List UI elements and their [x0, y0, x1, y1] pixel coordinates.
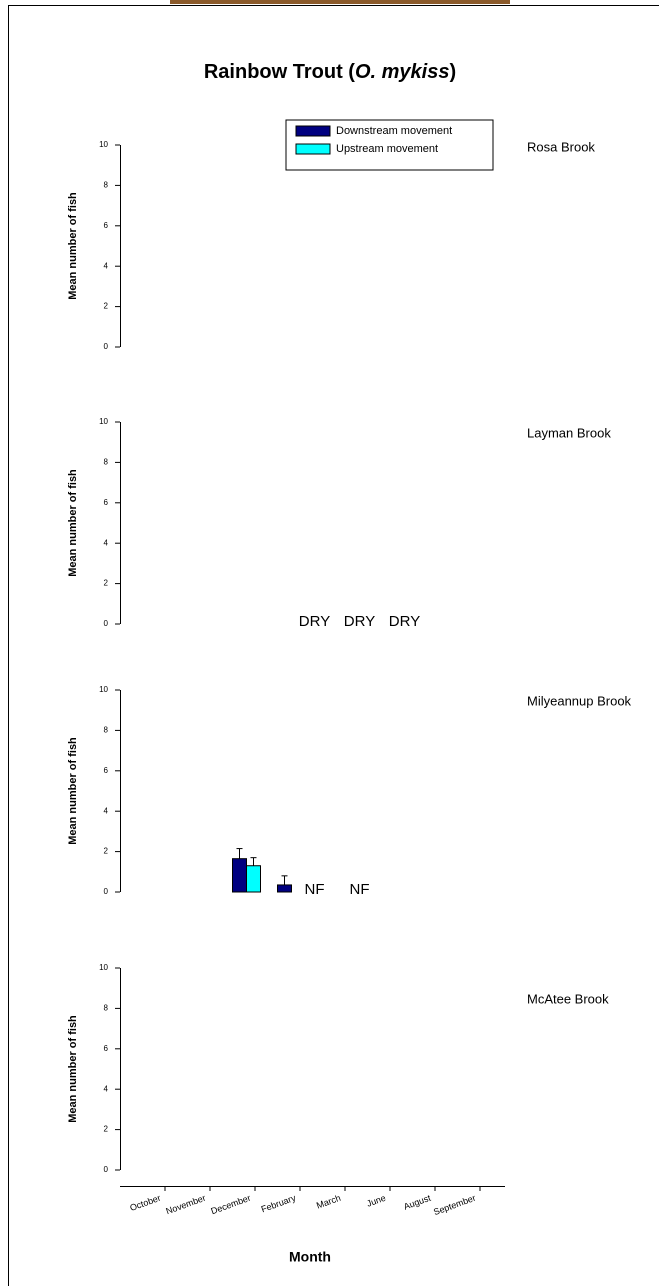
y-tick-label: 6 [104, 221, 109, 230]
y-tick-label: 6 [104, 1044, 109, 1053]
y-tick-label: 6 [104, 498, 109, 507]
title-part: Rainbow Trout ( [204, 61, 355, 83]
x-tick-label: September [432, 1193, 477, 1217]
y-tick-label: 4 [104, 538, 109, 547]
y-tick-label: 10 [99, 963, 108, 972]
y-axis-label: Mean number of fish [67, 1015, 79, 1123]
x-tick-label: March [315, 1193, 342, 1211]
annotation: NF [350, 881, 370, 898]
legend-swatch [295, 125, 331, 137]
x-tick-label: November [165, 1193, 207, 1217]
y-tick-label: 8 [104, 726, 109, 735]
panel-title: Layman Brook [527, 425, 611, 440]
y-tick-label: 4 [104, 261, 109, 270]
header-image-strip [170, 0, 510, 4]
x-tick-label: December [210, 1193, 252, 1217]
y-tick-label: 2 [104, 847, 109, 856]
title-part: ) [449, 61, 456, 83]
page-title: Rainbow Trout (O. mykiss) [204, 61, 456, 83]
x-tick-label: February [260, 1193, 298, 1215]
y-tick-label: 6 [104, 766, 109, 775]
y-tick-label: 8 [104, 458, 109, 467]
annotation: DRY [299, 613, 330, 630]
title-part: O. mykiss [355, 61, 450, 83]
annotation: NF [305, 881, 325, 898]
bar [232, 858, 247, 893]
y-tick-label: 8 [104, 1004, 109, 1013]
y-tick-label: 2 [104, 302, 109, 311]
y-axis-label: Mean number of fish [67, 737, 79, 845]
panel-title: Milyeannup Brook [527, 693, 632, 708]
y-tick-label: 4 [104, 1084, 109, 1093]
y-tick-label: 2 [104, 1125, 109, 1134]
y-tick-label: 0 [104, 619, 109, 628]
y-tick-label: 10 [99, 140, 108, 149]
annotation: DRY [344, 613, 375, 630]
bar [246, 865, 261, 893]
panel-title: Rosa Brook [527, 139, 595, 154]
y-axis-label: Mean number of fish [67, 192, 79, 300]
x-tick-label: June [365, 1193, 387, 1209]
y-tick-label: 0 [104, 887, 109, 896]
y-tick-label: 10 [99, 685, 108, 694]
y-tick-label: 10 [99, 417, 108, 426]
bar [277, 884, 292, 893]
legend-swatch [295, 143, 331, 155]
y-tick-label: 0 [104, 342, 109, 351]
y-tick-label: 4 [104, 806, 109, 815]
panel-title: McAtee Brook [527, 991, 609, 1006]
legend-label: Downstream movement [336, 125, 452, 137]
x-tick-label: October [128, 1193, 162, 1213]
x-tick-label: August [402, 1193, 432, 1212]
y-tick-label: 0 [104, 1165, 109, 1174]
y-axis-label: Mean number of fish [67, 469, 79, 577]
annotation: DRY [389, 613, 420, 630]
x-axis-label: Month [289, 1249, 331, 1265]
legend-label: Upstream movement [336, 143, 438, 155]
y-tick-label: 2 [104, 579, 109, 588]
y-tick-label: 8 [104, 181, 109, 190]
